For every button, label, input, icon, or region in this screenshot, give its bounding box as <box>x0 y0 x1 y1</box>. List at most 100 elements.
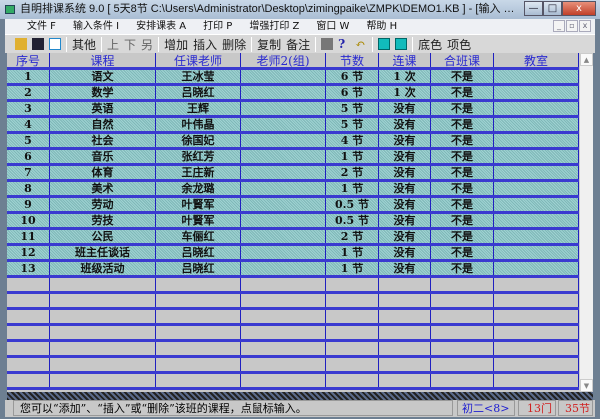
empty-row[interactable] <box>7 294 579 310</box>
cell-teacher2[interactable] <box>241 358 326 371</box>
cell-classroom[interactable] <box>494 326 579 339</box>
cell-periods[interactable]: 2 节 <box>326 166 379 179</box>
cell-course[interactable] <box>50 342 156 355</box>
cell-teacher[interactable]: 吕晓红 <box>156 246 241 259</box>
table-row[interactable]: 7 体育 王庄新 2 节没有 不是 <box>7 166 579 182</box>
cell-classroom[interactable] <box>494 262 579 275</box>
cell-periods[interactable]: 0.5 节 <box>326 198 379 211</box>
cell-teacher[interactable]: 王辉 <box>156 102 241 115</box>
menu-window[interactable]: 窗口 W <box>316 21 350 32</box>
cell-consecutive[interactable] <box>379 294 431 307</box>
cell-combined[interactable]: 不是 <box>431 262 494 275</box>
cell-classroom[interactable] <box>494 182 579 195</box>
color-block-alt-icon[interactable] <box>395 38 408 50</box>
move-down-button[interactable]: 下 <box>124 37 137 52</box>
cell-teacher2[interactable] <box>241 214 326 227</box>
menu-help[interactable]: 帮助 H <box>366 21 398 32</box>
cell-teacher2[interactable] <box>241 310 326 323</box>
cell-classroom[interactable] <box>494 310 579 323</box>
cell-periods[interactable]: 2 节 <box>326 230 379 243</box>
scroll-down-icon[interactable]: ▼ <box>580 379 593 392</box>
cell-course[interactable] <box>50 310 156 323</box>
delete-button[interactable]: 删除 <box>222 37 247 52</box>
cell-periods[interactable] <box>326 358 379 371</box>
cell-teacher[interactable] <box>156 358 241 371</box>
cell-classroom[interactable] <box>494 342 579 355</box>
empty-row[interactable] <box>7 358 579 374</box>
cell-periods[interactable] <box>326 342 379 355</box>
cell-periods[interactable] <box>326 278 379 291</box>
cell-combined[interactable]: 不是 <box>431 166 494 179</box>
cell-teacher[interactable]: 王庄新 <box>156 166 241 179</box>
table-row[interactable]: 4 自然 叶伟晶 5 节没有 不是 <box>7 118 579 134</box>
vertical-scrollbar[interactable]: ▲ ▼ <box>579 53 593 392</box>
cell-course[interactable] <box>50 374 156 387</box>
cell-index[interactable] <box>7 294 50 307</box>
cell-consecutive[interactable] <box>379 310 431 323</box>
cell-consecutive[interactable]: 没有 <box>379 214 431 227</box>
cell-consecutive[interactable]: 1 次 <box>379 70 431 83</box>
cell-classroom[interactable] <box>494 166 579 179</box>
undo-icon[interactable]: ↶ <box>355 37 366 51</box>
header-consecutive[interactable]: 连课 <box>379 53 431 67</box>
cell-teacher[interactable] <box>156 374 241 387</box>
cell-combined[interactable] <box>431 294 494 307</box>
table-row[interactable]: 3 英语 王辉 5 节没有 不是 <box>7 102 579 118</box>
cell-course[interactable] <box>50 326 156 339</box>
cell-teacher2[interactable] <box>241 278 326 291</box>
empty-row[interactable] <box>7 326 579 342</box>
cell-teacher[interactable]: 车俪红 <box>156 230 241 243</box>
cell-periods[interactable]: 1 节 <box>326 262 379 275</box>
table-row[interactable]: 13 班级活动 吕晓红 1 节没有 不是 <box>7 262 579 278</box>
cell-periods[interactable] <box>326 374 379 387</box>
cell-course[interactable]: 班级活动 <box>50 262 156 275</box>
background-color-button[interactable]: 底色 <box>418 37 443 52</box>
cell-teacher[interactable]: 余龙璐 <box>156 182 241 195</box>
cell-index[interactable]: 8 <box>7 182 50 195</box>
menu-print[interactable]: 打印 P <box>203 21 233 32</box>
close-button[interactable]: x <box>562 1 596 16</box>
cell-teacher2[interactable] <box>241 262 326 275</box>
cell-combined[interactable]: 不是 <box>431 214 494 227</box>
cell-teacher[interactable]: 叶賢军 <box>156 198 241 211</box>
cell-course[interactable]: 社会 <box>50 134 156 147</box>
item-color-button[interactable]: 项色 <box>447 37 472 52</box>
cell-combined[interactable]: 不是 <box>431 182 494 195</box>
table-row[interactable]: 9 劳动 叶賢军 0.5 节没有 不是 <box>7 198 579 214</box>
cell-teacher[interactable] <box>156 310 241 323</box>
cell-teacher2[interactable] <box>241 230 326 243</box>
cell-classroom[interactable] <box>494 198 579 211</box>
empty-row[interactable] <box>7 278 579 294</box>
cell-combined[interactable]: 不是 <box>431 134 494 147</box>
cell-index[interactable] <box>7 326 50 339</box>
cell-combined[interactable] <box>431 342 494 355</box>
copy-button[interactable]: 复制 <box>257 37 282 52</box>
maximize-button[interactable]: □ <box>543 1 562 16</box>
cell-combined[interactable] <box>431 278 494 291</box>
cell-teacher[interactable]: 吕晓红 <box>156 262 241 275</box>
table-row[interactable]: 11 公民 车俪红 2 节没有 不是 <box>7 230 579 246</box>
cell-index[interactable]: 7 <box>7 166 50 179</box>
cell-consecutive[interactable]: 没有 <box>379 198 431 211</box>
cell-index[interactable]: 13 <box>7 262 50 275</box>
cell-classroom[interactable] <box>494 86 579 99</box>
cell-periods[interactable]: 6 节 <box>326 86 379 99</box>
cell-teacher2[interactable] <box>241 70 326 83</box>
cell-teacher2[interactable] <box>241 134 326 147</box>
minimize-button[interactable]: — <box>524 1 543 16</box>
header-combined[interactable]: 合班课 <box>431 53 494 67</box>
header-classroom[interactable]: 教室 <box>494 53 579 67</box>
empty-row[interactable] <box>7 342 579 358</box>
cell-periods[interactable]: 4 节 <box>326 134 379 147</box>
cell-classroom[interactable] <box>494 294 579 307</box>
cell-course[interactable] <box>50 294 156 307</box>
cell-teacher[interactable]: 徐国妃 <box>156 134 241 147</box>
cell-consecutive[interactable]: 没有 <box>379 102 431 115</box>
table-row[interactable]: 10 劳技 叶賢军 0.5 节没有 不是 <box>7 214 579 230</box>
cell-teacher2[interactable] <box>241 374 326 387</box>
cell-classroom[interactable] <box>494 214 579 227</box>
cell-teacher2[interactable] <box>241 198 326 211</box>
cell-consecutive[interactable]: 没有 <box>379 230 431 243</box>
cell-combined[interactable] <box>431 310 494 323</box>
